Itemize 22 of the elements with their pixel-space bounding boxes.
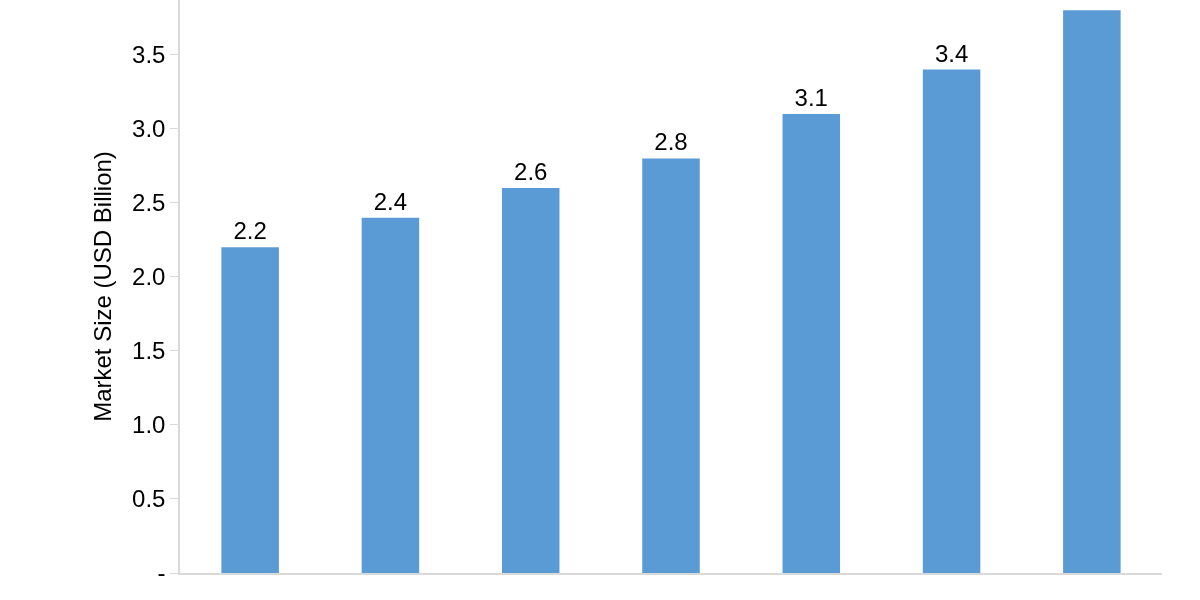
data-label: 3.4 [934, 39, 969, 67]
bar [221, 247, 279, 573]
y-tick-label: 3.5 [132, 41, 166, 69]
bar [361, 217, 420, 573]
bar [1063, 10, 1121, 573]
y-tick-label: 0.5 [132, 485, 166, 513]
bar [642, 158, 700, 573]
y-tick-label: 2.5 [132, 189, 166, 217]
y-tick-label: 3.0 [132, 115, 166, 143]
y-axis-title: Market Size (USD Billion) [88, 151, 116, 422]
bar [782, 114, 841, 573]
data-label: 2.6 [514, 158, 548, 186]
data-label: 2.4 [373, 187, 408, 215]
data-label: 3.1 [794, 84, 828, 112]
data-label: 2.2 [233, 217, 267, 245]
y-tick-label: 1.0 [132, 411, 166, 439]
y-tick-label: - [157, 559, 166, 587]
y-tick-label: 1.5 [132, 337, 166, 365]
bar [922, 69, 981, 573]
data-label: 2.8 [654, 128, 688, 156]
y-tick-label: 2.0 [132, 263, 166, 291]
bar [501, 188, 560, 573]
